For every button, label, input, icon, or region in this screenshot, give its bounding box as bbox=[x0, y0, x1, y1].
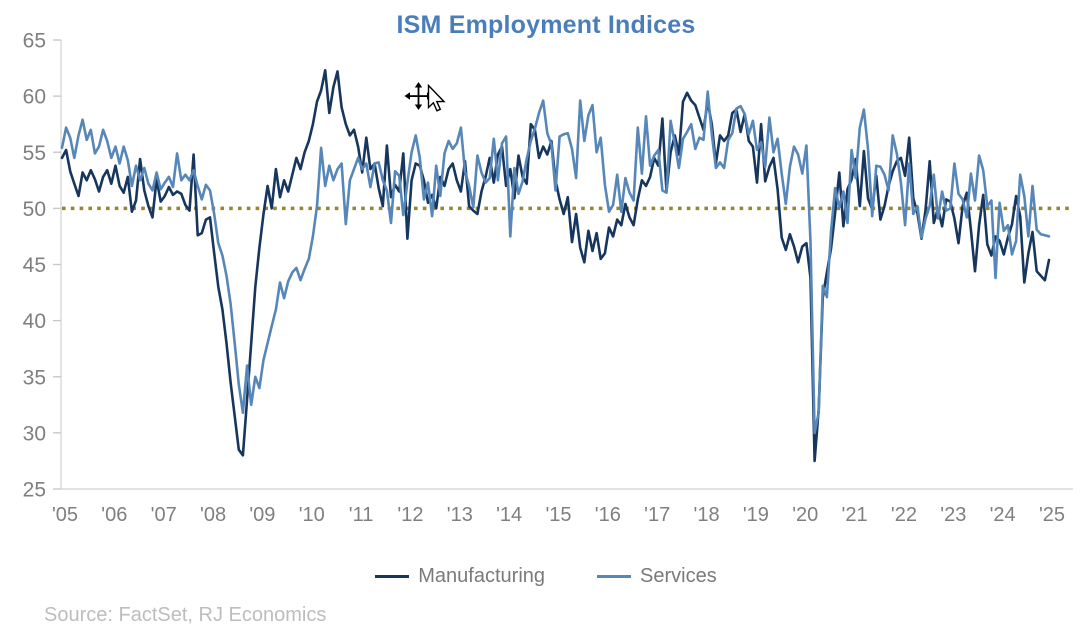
legend-item-services[interactable]: Services bbox=[597, 565, 717, 588]
legend-label-services: Services bbox=[640, 565, 717, 587]
x-axis-tick-label: '25 bbox=[1039, 504, 1065, 526]
x-axis-tick-label: '21 bbox=[842, 504, 868, 526]
x-axis-tick-label: '24 bbox=[990, 504, 1016, 526]
x-axis-tick-label: '15 bbox=[545, 504, 571, 526]
legend-label-manufacturing: Manufacturing bbox=[418, 565, 546, 587]
y-axis-tick-label: 60 bbox=[23, 86, 46, 109]
x-axis-tick-label: '20 bbox=[792, 504, 818, 526]
y-axis-tick-label: 25 bbox=[23, 479, 46, 502]
x-axis-tick-label: '07 bbox=[151, 504, 177, 526]
y-axis-tick-label: 55 bbox=[23, 142, 46, 165]
x-axis-tick-label: '10 bbox=[299, 504, 325, 526]
legend-item-manufacturing[interactable]: Manufacturing bbox=[375, 565, 545, 588]
x-axis-tick-label: '05 bbox=[52, 504, 78, 526]
x-axis-tick-label: '16 bbox=[595, 504, 621, 526]
y-axis-tick-label: 40 bbox=[23, 310, 46, 333]
source-note: Source: FactSet, RJ Economics bbox=[44, 604, 327, 626]
manufacturing-line-swatch bbox=[375, 575, 410, 578]
x-axis-tick-label: '08 bbox=[200, 504, 226, 526]
chart-title: ISM Employment Indices bbox=[396, 11, 696, 39]
y-axis-tick-label: 45 bbox=[23, 254, 46, 277]
x-axis-tick-label: '06 bbox=[101, 504, 127, 526]
y-axis-tick-label: 50 bbox=[23, 198, 46, 221]
x-axis-tick-label: '09 bbox=[249, 504, 275, 526]
x-axis-tick-label: '11 bbox=[349, 504, 374, 526]
x-axis-tick-label: '22 bbox=[891, 504, 917, 526]
x-axis-tick-label: '14 bbox=[496, 504, 522, 526]
x-axis-tick-label: '17 bbox=[644, 504, 670, 526]
services-line bbox=[60, 90, 1051, 435]
y-axis-tick-label: 35 bbox=[23, 366, 46, 389]
y-axis-tick-label: 65 bbox=[23, 30, 46, 53]
manufacturing-line bbox=[60, 69, 1051, 463]
services-line-swatch bbox=[597, 575, 632, 578]
x-axis-tick-label: '19 bbox=[743, 504, 769, 526]
chart-legend: Manufacturing Services bbox=[0, 565, 1092, 588]
x-axis-tick-label: '13 bbox=[447, 504, 473, 526]
x-axis-tick-label: '23 bbox=[940, 504, 966, 526]
x-axis-tick-label: '12 bbox=[397, 504, 423, 526]
x-axis-tick-label: '18 bbox=[694, 504, 720, 526]
y-axis-tick-label: 30 bbox=[23, 422, 46, 445]
